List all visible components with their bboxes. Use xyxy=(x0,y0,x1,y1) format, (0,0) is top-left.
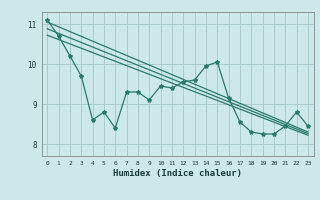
X-axis label: Humidex (Indice chaleur): Humidex (Indice chaleur) xyxy=(113,169,242,178)
